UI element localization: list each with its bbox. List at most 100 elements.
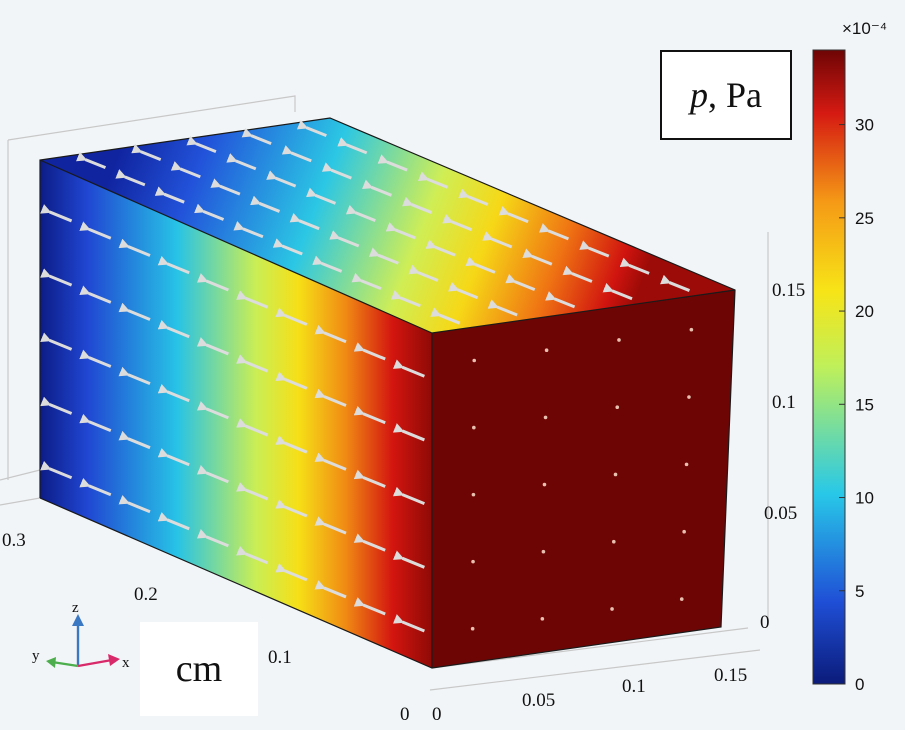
velocity-arrow (157, 447, 190, 467)
velocity-arrow (76, 151, 107, 169)
box-3d (39, 117, 736, 669)
velocity-arrow (425, 239, 456, 257)
velocity-arrow (538, 223, 569, 241)
velocity-dot (542, 482, 547, 487)
velocity-dot (611, 539, 616, 544)
velocity-arrow (314, 516, 347, 535)
velocity-dot (470, 626, 475, 631)
velocity-arrow (275, 563, 308, 582)
velocity-arrow (154, 186, 185, 204)
triad-x-label: x (122, 655, 130, 671)
velocity-dot (617, 338, 621, 342)
velocity-arrow (505, 273, 536, 292)
x-tick-0.1: 0.1 (622, 676, 646, 697)
velocity-arrow (118, 366, 151, 386)
velocity-arrow (170, 161, 201, 179)
colorbar-tick-label: 15 (855, 395, 874, 414)
velocity-dot (541, 549, 546, 554)
axis-triad: z x y (32, 600, 130, 671)
velocity-arrow (345, 204, 376, 223)
velocity-dot (687, 395, 691, 399)
z-tick-0.1: 0.1 (772, 392, 796, 413)
velocity-arrow (118, 430, 151, 450)
velocity-arrow (236, 354, 269, 373)
velocity-arrow (275, 371, 308, 390)
velocity-dot (471, 559, 475, 564)
velocity-arrow (337, 137, 368, 155)
velocity-dot (689, 327, 694, 332)
velocity-arrow (465, 256, 496, 274)
velocity-dot (472, 358, 477, 363)
velocity-arrow (368, 247, 399, 265)
velocity-arrow (196, 401, 229, 420)
triad-z-label: z (72, 600, 79, 616)
velocity-arrow (392, 486, 425, 506)
units-text: cm (175, 648, 223, 690)
velocity-arrow (659, 274, 691, 292)
velocity-arrow (353, 533, 386, 552)
velocity-arrow (79, 477, 112, 497)
velocity-arrow (306, 187, 337, 205)
velocity-arrow (196, 337, 229, 356)
x-tick-0.05: 0.05 (522, 690, 555, 711)
velocity-arrow (602, 282, 633, 301)
velocity-arrow (196, 529, 229, 548)
velocity-dot (543, 415, 548, 420)
y-tick-0.2: 0.2 (134, 584, 158, 605)
velocity-arrow (250, 195, 281, 213)
velocity-dot (471, 492, 476, 497)
velocity-arrow (353, 342, 386, 361)
velocity-arrows-top (76, 119, 691, 325)
velocity-arrow (353, 405, 386, 425)
colorbar-tick-label: 10 (855, 489, 874, 508)
velocity-arrow (196, 273, 229, 292)
velocity-arrow (272, 238, 303, 256)
triad-y-label: y (32, 648, 40, 664)
velocity-arrow (296, 119, 327, 138)
velocity-arrow (233, 220, 264, 239)
velocity-arrow (194, 203, 225, 221)
plot-title: p, Pa (660, 50, 792, 140)
velocity-arrow (353, 469, 386, 488)
colorbar-exponent: ×10⁻⁴ (842, 19, 887, 38)
velocity-arrow (186, 135, 217, 154)
velocity-arrow (157, 511, 190, 531)
velocity-arrow (40, 268, 73, 287)
velocity-arrow (321, 162, 352, 180)
velocity-arrow (385, 222, 416, 240)
velocity-arrow (115, 169, 146, 187)
velocity-arrow (314, 388, 347, 407)
velocity-arrow (351, 272, 382, 291)
colorbar-ticks: 0 5 10 15 20 25 30 (839, 116, 874, 694)
velocity-arrow (482, 231, 513, 249)
velocity-arrow (40, 460, 73, 480)
colorbar-gradient (812, 49, 846, 685)
title-unit: , Pa (708, 75, 762, 115)
x-axis-ticks: 0 0.05 0.1 0.15 (432, 665, 747, 725)
x-tick-0: 0 (432, 704, 442, 725)
velocity-arrow (79, 413, 112, 432)
velocity-arrow (392, 614, 425, 633)
velocity-arrow (329, 230, 360, 248)
velocity-arrow (275, 435, 308, 454)
x-tick-0.15: 0.15 (714, 665, 747, 686)
velocity-arrow (275, 307, 308, 326)
velocity-arrow (236, 418, 269, 437)
velocity-arrow (157, 383, 190, 403)
right-face (432, 290, 735, 668)
velocity-arrow (392, 359, 425, 378)
velocity-arrow (498, 205, 529, 224)
velocity-arrow (312, 255, 343, 273)
velocity-arrow (289, 212, 320, 231)
colorbar: ×10⁻⁴ 0 5 10 15 20 25 30 (812, 19, 887, 694)
title-variable: p (690, 75, 708, 115)
velocity-arrow (487, 299, 518, 317)
velocity-arrows-front (40, 204, 425, 633)
colorbar-tick-label: 0 (855, 675, 864, 694)
velocity-arrow (353, 597, 386, 616)
velocity-dot (684, 462, 689, 467)
velocity-arrow (402, 196, 433, 214)
velocity-arrow (314, 580, 347, 599)
velocity-arrow (448, 282, 479, 300)
